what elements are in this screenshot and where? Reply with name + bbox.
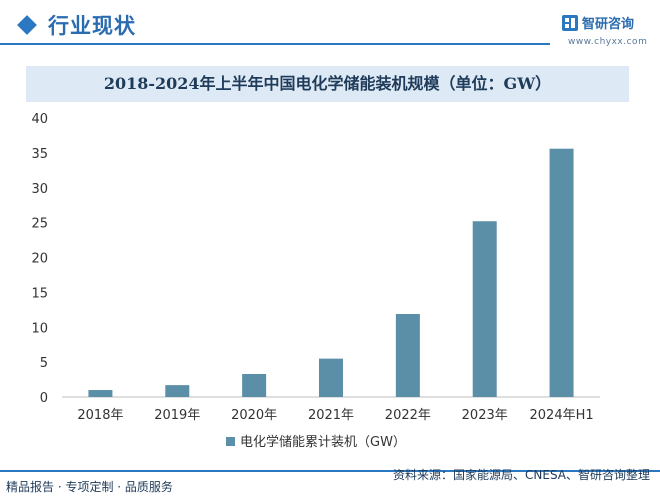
y-tick-label: 20 [31,252,48,267]
bar [549,148,574,397]
x-tick-label: 2020年 [231,408,277,423]
brand-url: www.chyxx.com [568,37,648,47]
x-tick-label: 2019年 [154,408,200,423]
footer-tagline: 精品报告 · 专项定制 · 品质服务 [6,480,173,494]
x-tick-label: 2023年 [462,408,508,423]
bar [395,313,420,397]
source-note: 资料来源：国家能源局、CNESA、智研咨询整理 [393,468,650,482]
y-tick-label: 0 [40,391,48,406]
section-title: 行业现状 [48,14,136,38]
y-axis: 0 5 10 15 20 25 30 35 40 [31,112,48,406]
y-tick-label: 10 [31,321,48,336]
x-tick-label: 2022年 [385,408,431,423]
header-divider [0,43,550,45]
x-axis: 2018年 2019年 2020年 2021年 2022年 2023年 2024年H1 [77,408,593,423]
bar [472,221,497,397]
brand-logo-icon [562,15,578,31]
y-tick-label: 40 [31,112,48,127]
bars [88,148,574,397]
bar [242,373,267,397]
y-tick-label: 25 [31,217,48,232]
x-tick-label: 2021年 [308,408,354,423]
y-tick-label: 35 [31,147,48,162]
bar-chart: 0 5 10 15 20 25 30 35 40 2018年 2019年 2020年 2021年 202… [31,112,600,450]
legend: 电化学储能累计装机（GW） [226,434,406,450]
chart-title-bar: 2018-2024年上半年中国电化学储能装机规模（单位：GW） [26,66,629,102]
brand-name: 智研咨询 [582,17,635,32]
y-tick-label: 30 [31,182,48,197]
footer-divider [0,470,660,472]
x-tick-label: 2024年H1 [530,408,594,423]
bar [165,385,190,397]
x-tick-label: 2018年 [77,408,123,423]
y-tick-label: 5 [40,356,48,371]
bar [88,390,113,397]
y-tick-label: 15 [31,286,48,301]
legend-swatch [226,437,235,446]
header: 行业现状 智研咨询 www.chyxx.com [0,0,660,47]
bar [319,358,343,397]
chart-title: 2018-2024年上半年中国电化学储能装机规模（单位：GW） [103,74,552,93]
legend-label: 电化学储能累计装机（GW） [240,434,406,450]
